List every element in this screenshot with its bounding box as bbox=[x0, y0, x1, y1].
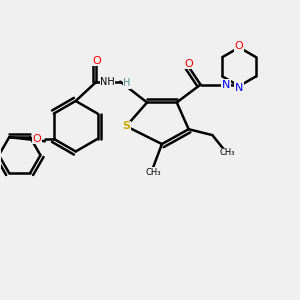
Text: O: O bbox=[235, 41, 244, 51]
Text: H: H bbox=[123, 78, 130, 88]
Text: O: O bbox=[33, 134, 41, 144]
Text: CH₃: CH₃ bbox=[220, 148, 235, 158]
Text: CH₃: CH₃ bbox=[145, 168, 161, 177]
Text: N: N bbox=[222, 80, 230, 90]
Text: NH: NH bbox=[100, 76, 115, 87]
Text: S: S bbox=[122, 121, 130, 131]
Text: N: N bbox=[235, 82, 243, 93]
Text: O: O bbox=[184, 59, 193, 69]
Text: O: O bbox=[92, 56, 101, 66]
